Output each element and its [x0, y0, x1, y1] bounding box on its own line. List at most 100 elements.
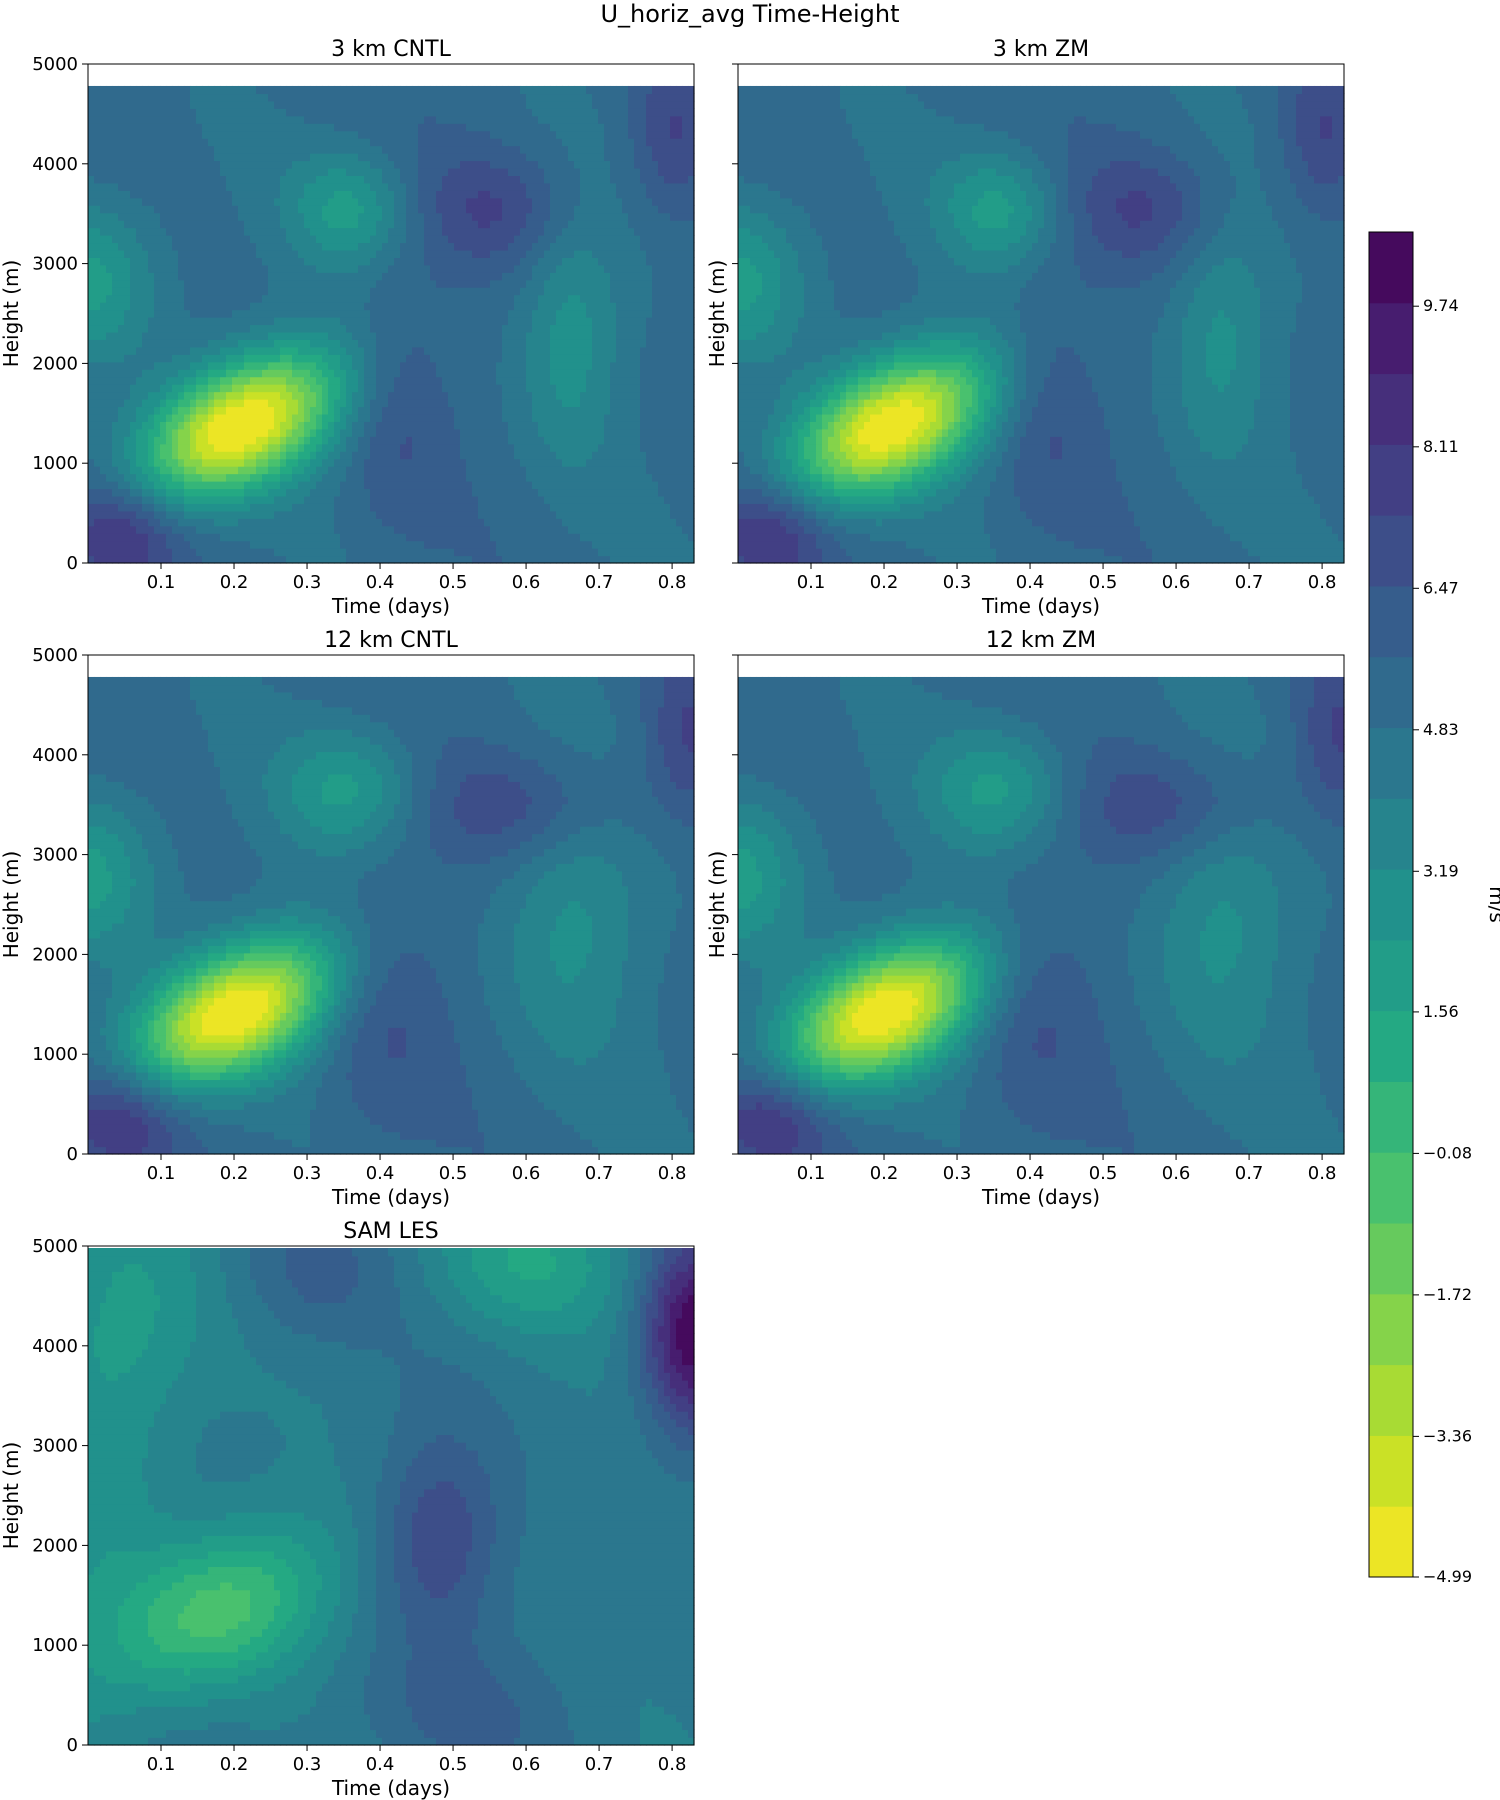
field-cell — [400, 391, 407, 400]
field-cell — [346, 495, 353, 504]
field-cell — [466, 242, 473, 251]
field-cell — [358, 376, 365, 385]
field-cell — [478, 235, 485, 244]
field-cell — [340, 138, 347, 147]
field-cell — [424, 518, 431, 527]
field-cell — [232, 339, 239, 348]
field-cell — [232, 317, 239, 326]
field-cell — [472, 548, 479, 557]
field-cell — [232, 391, 239, 400]
field-cell — [304, 264, 311, 273]
field-cell — [400, 93, 407, 102]
field-cell — [430, 488, 437, 497]
field-cell — [238, 130, 245, 139]
field-cell — [166, 399, 173, 408]
field-cell — [334, 466, 341, 475]
field-cell — [376, 473, 383, 482]
field-cell — [508, 436, 515, 445]
field-cell — [232, 145, 239, 154]
field-cell — [130, 406, 137, 415]
field-cell — [136, 324, 143, 333]
field-cell — [472, 324, 479, 333]
field-cell — [346, 458, 353, 467]
field-cell — [214, 302, 221, 311]
field-cell — [472, 182, 479, 191]
field-cell — [448, 488, 455, 497]
field-cell — [418, 518, 425, 527]
field-cell — [112, 503, 119, 512]
field-cell — [94, 108, 101, 117]
field-cell — [88, 138, 95, 147]
field-cell — [484, 451, 491, 460]
field-cell — [100, 167, 107, 176]
field-cell — [532, 108, 539, 117]
field-cell — [466, 138, 473, 147]
field-cell — [304, 287, 311, 296]
field-cell — [160, 324, 167, 333]
field-cell — [166, 294, 173, 303]
field-cell — [214, 123, 221, 132]
field-cell — [160, 525, 167, 534]
field-cell — [538, 458, 545, 467]
field-cell — [310, 533, 317, 542]
field-cell — [256, 361, 263, 370]
field-cell — [166, 205, 173, 214]
field-cell — [544, 123, 551, 132]
field-cell — [106, 93, 113, 102]
field-cell — [196, 451, 203, 460]
field-cell — [370, 197, 377, 206]
field-cell — [376, 317, 383, 326]
field-cell — [226, 488, 233, 497]
field-cell — [118, 242, 125, 251]
field-cell — [490, 473, 497, 482]
field-cell — [118, 235, 125, 244]
field-cell — [274, 138, 281, 147]
field-cell — [268, 167, 275, 176]
field-cell — [400, 153, 407, 162]
field-cell — [160, 555, 167, 564]
field-cell — [88, 421, 95, 430]
field-cell — [160, 279, 167, 288]
field-cell — [328, 428, 335, 437]
field-cell — [274, 451, 281, 460]
field-cell — [346, 294, 353, 303]
field-cell — [196, 369, 203, 378]
field-cell — [436, 525, 443, 534]
field-cell — [154, 264, 161, 273]
field-cell — [88, 317, 95, 326]
field-cell — [316, 205, 323, 214]
field-cell — [244, 391, 251, 400]
field-cell — [418, 85, 425, 95]
field-cell — [244, 138, 251, 147]
field-cell — [160, 533, 167, 542]
field-cell — [124, 548, 131, 557]
field-cell — [220, 451, 227, 460]
field-cell — [124, 339, 131, 348]
field-cell — [424, 466, 431, 475]
field-cell — [442, 436, 449, 445]
field-cell — [364, 130, 371, 139]
field-cell — [334, 197, 341, 206]
field-cell — [154, 220, 161, 229]
field-cell — [526, 331, 533, 340]
field-cell — [244, 384, 251, 393]
field-cell — [508, 510, 515, 519]
field-cell — [94, 391, 101, 400]
field-cell — [244, 495, 251, 504]
field-cell — [514, 369, 521, 378]
field-cell — [520, 272, 527, 281]
field-cell — [352, 428, 359, 437]
field-cell — [544, 428, 551, 437]
field-cell — [460, 167, 467, 176]
field-cell — [526, 93, 533, 102]
field-cell — [154, 85, 161, 95]
field-cell — [466, 451, 473, 460]
field-cell — [310, 93, 317, 102]
field-cell — [184, 294, 191, 303]
field-cell — [430, 242, 437, 251]
field-cell — [148, 175, 155, 184]
field-cell — [538, 525, 545, 534]
field-cell — [496, 466, 503, 475]
field-cell — [298, 406, 305, 415]
field-cell — [346, 212, 353, 221]
